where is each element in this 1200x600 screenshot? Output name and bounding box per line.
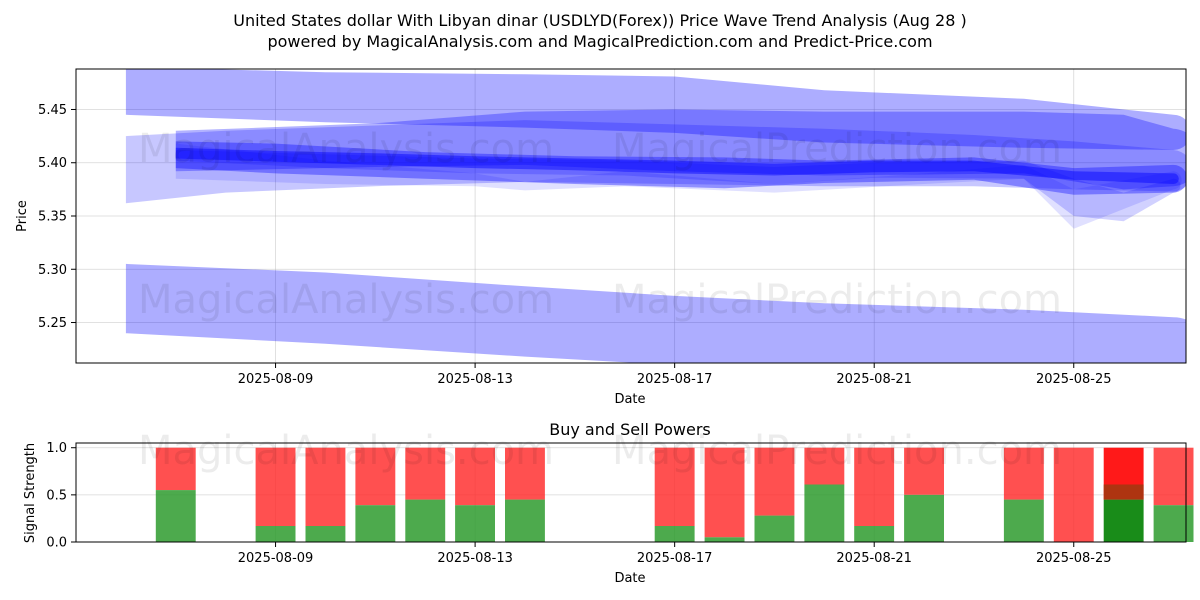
sell-power-bar [1053,447,1094,542]
signal-y-tick-label: 0.5 [46,488,67,503]
signal-y-axis-label: Signal Strength [23,443,38,543]
buy-sell-panel: Buy and Sell Powers MagicalAnalysis.com … [23,420,1194,586]
sell-power-bar [155,447,196,491]
buy-power-bar [704,537,745,542]
price-y-tick-label: 5.45 [38,103,67,118]
price-y-tick-label: 5.40 [38,156,67,171]
price-wave-band-0 [125,69,1186,150]
sell-power-bar [754,447,795,516]
sell-power-bar [505,447,545,500]
sell-power-bar [654,447,695,526]
signal-x-tick-label: 2025-08-13 [437,551,513,566]
buy-power-bar [854,526,895,542]
buy-power-bar [505,499,545,542]
price-wave-band-5 [175,150,1181,222]
buy-power-bar [305,526,346,542]
signal-y-tick-label: 0.0 [46,536,67,551]
signal-x-tick-label: 2025-08-25 [1036,551,1112,566]
sell-power-bar [854,447,895,526]
price-wave-band-3 [175,109,1186,190]
price-x-tick-label: 2025-08-21 [836,372,912,387]
sell-power-bar [1153,447,1194,506]
watermark-analysis-mid: MagicalAnalysis.com [138,277,554,323]
signal-x-tick-label: 2025-08-21 [836,551,912,566]
price-wave-panel: MagicalAnalysis.com MagicalPrediction.co… [15,68,1187,407]
watermark-prediction-bottom: MagicalPrediction.com [612,428,1062,474]
price-x-tick-label: 2025-08-17 [637,372,713,387]
chart-title: United States dollar With Libyan dinar (… [233,11,966,30]
sell-power-bar [904,447,944,495]
watermark-prediction-top: MagicalPrediction.com [612,126,1062,172]
buy-power-bar [1103,499,1144,542]
price-x-axis-label: Date [614,392,645,407]
sell-power-bar [455,447,495,506]
buy-power-bar [1153,505,1194,542]
watermark-prediction-mid: MagicalPrediction.com [612,277,1062,323]
watermark-analysis-bottom: MagicalAnalysis.com [138,428,554,474]
signal-watermarks: MagicalAnalysis.com MagicalPrediction.co… [138,428,1062,474]
buy-power-bar [904,494,944,542]
sell-power-bar [704,447,745,538]
price-y-tick-label: 5.25 [38,316,67,331]
signal-x-axis-label: Date [614,571,645,586]
buy-power-bar [155,490,196,542]
buy-power-bar [804,484,845,542]
price-x-tick-label: 2025-08-25 [1036,372,1112,387]
signal-x-tick-label: 2025-08-17 [637,551,713,566]
buy-power-bar [1003,499,1044,542]
signal-bars [155,447,1194,542]
signal-axes-frame [75,442,1187,543]
price-wave-band-1 [125,263,1186,363]
signal-axis-ticks: 2025-08-09 2025-08-13 2025-08-17 2025-08-21… [46,441,1111,566]
price-grid [76,69,1186,363]
buy-power-bar [455,505,495,542]
sell-power-bar [1003,447,1044,500]
price-x-tick-label: 2025-08-13 [437,372,513,387]
price-wave-band-6 [175,147,1179,184]
buy-power-overlay-bar [1103,484,1144,500]
price-x-tick-label: 2025-08-09 [238,372,314,387]
price-wave-bands [125,69,1186,363]
buy-sell-title: Buy and Sell Powers [549,420,711,439]
sell-power-bar [305,447,346,526]
signal-x-tick-label: 2025-08-09 [238,551,314,566]
sell-power-bar [405,447,446,500]
sell-power-bar [255,447,296,526]
signal-y-tick-label: 1.0 [46,441,67,456]
chart-subtitle: powered by MagicalAnalysis.com and Magic… [267,32,932,51]
price-y-axis-label: Price [15,200,30,232]
sell-power-bar [355,447,396,506]
buy-power-bar [754,515,795,542]
price-y-tick-label: 5.35 [38,210,67,225]
price-wave-band-2 [125,120,1186,204]
price-axis-ticks: 2025-08-09 2025-08-13 2025-08-17 2025-08-21… [38,103,1111,387]
price-watermarks: MagicalAnalysis.com MagicalPrediction.co… [138,126,1062,323]
buy-power-bar [355,505,396,542]
buy-power-bar [654,526,695,542]
sell-power-bar [804,447,845,485]
watermark-analysis-top: MagicalAnalysis.com [138,126,554,172]
price-wave-band-4 [175,141,1186,195]
buy-power-bar [405,499,446,542]
price-y-tick-label: 5.30 [38,263,67,278]
buy-power-bar [255,526,296,542]
price-wave-band-7 [175,143,1182,229]
